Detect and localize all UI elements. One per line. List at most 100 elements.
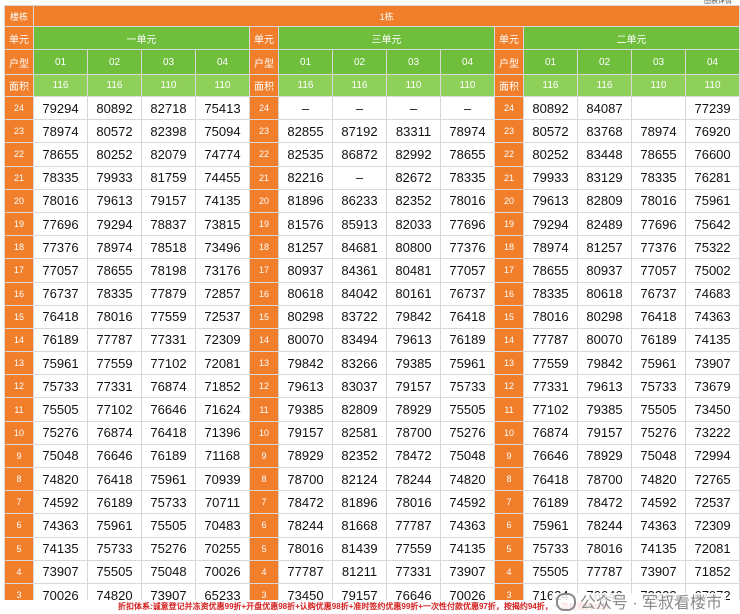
unit-price: 79613: [523, 188, 578, 213]
area-value: 110: [141, 74, 196, 97]
area-value: 116: [278, 74, 333, 97]
floor-number: 16: [249, 281, 279, 306]
unit-price: –: [332, 95, 387, 121]
unit-price: 78016: [386, 490, 441, 515]
watermark-text: 公众号 · 军叔看楼市: [579, 595, 722, 612]
unit-price: 74592: [631, 490, 686, 515]
floor-number: 14: [494, 327, 524, 353]
unit-price: 80252: [523, 142, 578, 167]
room-type: 01: [33, 49, 88, 75]
unit-price: 75733: [440, 374, 495, 399]
unit-price: 73679: [684, 374, 740, 399]
unit-price: 81759: [141, 165, 196, 190]
room-type: 02: [577, 49, 632, 75]
area-label: 面积: [4, 74, 34, 97]
floor-row: 16 76737 78335 77879 72857 16 80618 84042 80161 7…: [4, 281, 740, 306]
unit-price: 78335: [440, 165, 495, 190]
unit-price: 75322: [684, 235, 740, 260]
room-type: 01: [523, 49, 578, 75]
unit-price: 78700: [577, 466, 632, 492]
unit-price: 82398: [141, 119, 196, 144]
unit-price: 78929: [386, 397, 441, 422]
floor-row: 18 77376 78974 78518 73496 18 81257 84681 80800 7…: [4, 235, 740, 260]
unit-price: 76418: [440, 304, 495, 329]
unit-price: 81668: [332, 513, 387, 538]
building-row: 楼栋 1栋: [4, 5, 740, 27]
floor-row: 9 75048 76646 76189 71168 9 78929 82352 78472 750…: [4, 443, 740, 469]
unit-price: 80800: [386, 235, 441, 260]
unit-price: 77787: [278, 559, 333, 584]
unit-price: 78016: [33, 188, 88, 213]
unit-price: 77376: [440, 235, 495, 260]
unit-price: 75505: [523, 559, 578, 584]
unit-price: 82216: [278, 165, 333, 190]
room-type: 03: [386, 49, 441, 75]
unit-price: 79157: [141, 188, 196, 213]
area-value: 116: [33, 74, 88, 97]
unit-price: 76418: [87, 466, 142, 492]
floor-number: 24: [4, 95, 34, 121]
unit-row: 单元 一单元 单元 三单元 单元 二单元: [4, 26, 740, 50]
room-type: 03: [631, 49, 686, 75]
unit-price: 78244: [386, 466, 441, 492]
floor-row: 21 78335 79933 81759 74455 21 82216–82672 78335…: [4, 165, 740, 190]
unit-price: 70939: [195, 466, 250, 492]
unit-price: 75048: [631, 443, 686, 469]
floor-row: 12 75733 77331 76874 71852 12 79613 83037 79157 7…: [4, 374, 740, 399]
unit-price: 72309: [195, 327, 250, 353]
unit-price: 80892: [523, 95, 578, 121]
unit-price: 75002: [684, 258, 740, 283]
unit-price: 77331: [87, 374, 142, 399]
unit-price: 77239: [684, 95, 740, 121]
unit-price: 77787: [87, 327, 142, 353]
area-value: 110: [440, 74, 495, 97]
unit-price: 72537: [684, 490, 740, 515]
floor-number: 4: [494, 559, 524, 584]
area-value: 110: [386, 74, 441, 97]
unit-price: 77696: [33, 211, 88, 237]
unit-price: 80618: [278, 281, 333, 306]
floor-number: 24: [494, 95, 524, 121]
unit-price: 80572: [523, 119, 578, 144]
unit-price: 80937: [577, 258, 632, 283]
floor-number: 15: [494, 304, 524, 329]
unit-price: 82718: [141, 95, 196, 121]
unit-price: 73907: [440, 559, 495, 584]
room-type: 04: [195, 49, 250, 75]
unit-price: 73176: [195, 258, 250, 283]
unit-price: 75961: [523, 513, 578, 538]
unit-price: 82855: [278, 119, 333, 144]
unit-price: 77559: [386, 536, 441, 561]
unit-price: 78655: [87, 258, 142, 283]
unit-price: 82809: [332, 397, 387, 422]
unit-price: 80161: [386, 281, 441, 306]
unit-price: 79157: [386, 374, 441, 399]
unit-price: 78335: [523, 281, 578, 306]
floor-row: 8 74820 76418 75961 70939 8 78700 82124 78244 748…: [4, 466, 740, 492]
unit-price: 75733: [87, 536, 142, 561]
unit-price: 72309: [684, 513, 740, 538]
floor-row: 15 76418 78016 77559 72537 15 80298 83722 79842 7…: [4, 304, 740, 329]
unit-price: 80572: [87, 119, 142, 144]
unit-price: 82809: [577, 188, 632, 213]
floor-number: 9: [249, 443, 279, 469]
unit-price: 83129: [577, 165, 632, 190]
unit-price: 76189: [631, 327, 686, 353]
unit-price: 77787: [386, 513, 441, 538]
unit-price: 87192: [332, 119, 387, 144]
floor-number: 21: [249, 165, 279, 190]
unit-price: 75276: [33, 420, 88, 445]
unit-price: 74135: [631, 536, 686, 561]
unit-price: 75961: [684, 188, 740, 213]
unit-price: –: [386, 95, 441, 121]
building-label: 楼栋: [4, 5, 34, 27]
unit-price: 81257: [278, 235, 333, 260]
unit-price: 75505: [440, 397, 495, 422]
unit-price: 73907: [684, 351, 740, 376]
floor-number: 7: [494, 490, 524, 515]
unit-price: 73496: [195, 235, 250, 260]
unit-name: 一单元: [33, 26, 250, 50]
floor-number: 7: [4, 490, 34, 515]
unit-price: 74363: [631, 513, 686, 538]
unit-price: 71852: [195, 374, 250, 399]
